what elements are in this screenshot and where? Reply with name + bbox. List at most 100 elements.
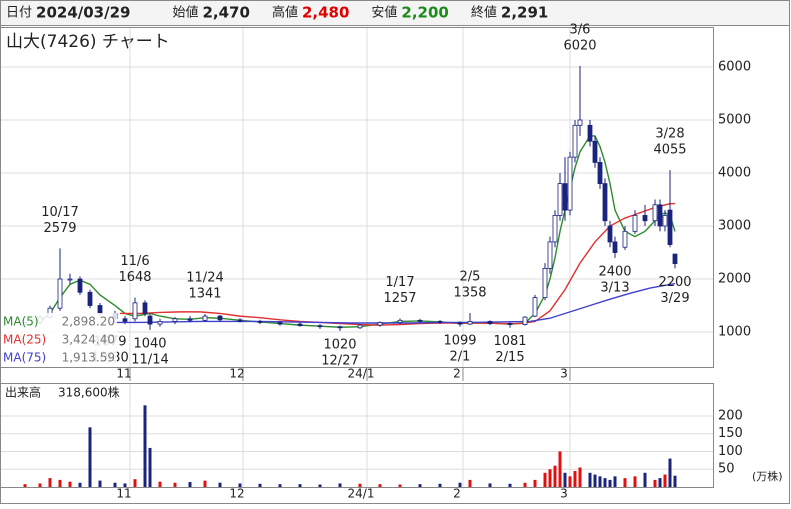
candle-body: [257, 321, 263, 323]
annotation-price: 6020: [563, 38, 596, 53]
volume-bar: [38, 483, 42, 487]
candle-body: [357, 324, 363, 329]
annotation-date: 2/15: [495, 350, 524, 365]
candle-body: [297, 323, 303, 327]
volume-bar: [653, 479, 657, 487]
x-tick-label: 12: [229, 487, 244, 501]
annotation-price: 1648: [118, 270, 151, 285]
annotation-price: 1358: [453, 286, 486, 301]
volume-bar: [218, 482, 222, 487]
volume-bar: [558, 451, 562, 487]
annotation-price: 1020: [323, 337, 356, 352]
volume-bar: [378, 484, 382, 487]
annotation-price: 1341: [188, 286, 221, 301]
volume-bar: [603, 478, 607, 487]
candle-body: [577, 119, 583, 126]
x-tick-label: 2: [453, 367, 461, 381]
candle-body: [667, 209, 673, 245]
volume-bar: [418, 484, 422, 487]
candle-body: [547, 241, 553, 269]
field-label: 高値: [272, 5, 298, 21]
volume-bar: [68, 481, 72, 487]
annotation-price: 1081: [493, 334, 526, 349]
volume-total: 318,600株: [58, 385, 120, 400]
candle-body: [562, 183, 568, 211]
volume-bar: [668, 458, 672, 487]
volume-bar: [238, 483, 242, 487]
volume-bar: [143, 405, 147, 487]
candle-body: [652, 204, 658, 222]
y-tick-label: 100: [718, 444, 743, 459]
legend-value: 2,898.20: [62, 315, 115, 329]
candle-body: [522, 316, 528, 325]
legend-value: 3,424.40: [62, 333, 115, 347]
candle-body: [277, 322, 283, 325]
volume-bar: [338, 483, 342, 487]
annotation-date: 2/5: [460, 270, 481, 285]
header: 日付 2024/03/29 始値 2,470 高値 2,480 安値 2,200 終値 2,291: [6, 4, 548, 22]
annotation-date: 11/6: [120, 254, 149, 269]
y-tick-label: 200: [718, 408, 743, 423]
annotation-price: 1040: [133, 336, 166, 351]
candle-body: [187, 318, 193, 321]
volume-bar: [298, 484, 302, 487]
volume-bar: [658, 478, 662, 487]
legend-value: 1,913.59: [62, 351, 115, 365]
candle-body: [172, 318, 178, 322]
volume-bar: [488, 483, 492, 487]
volume-unit: (万株): [752, 469, 783, 483]
candle-body: [507, 323, 513, 325]
y-tick-label: 2000: [718, 272, 751, 287]
volume-bar: [548, 469, 552, 487]
volume-bar: [318, 484, 322, 487]
candle-body: [67, 278, 73, 281]
candle-body: [122, 318, 128, 322]
volume-bar: [468, 479, 472, 487]
annotation-price: 2200: [658, 275, 691, 290]
candle-body: [457, 322, 463, 325]
volume-bar: [23, 484, 27, 487]
price-panel: [0, 27, 714, 368]
candle-body: [417, 319, 423, 322]
annotation-date: 2/1: [450, 349, 471, 364]
volume-bar: [48, 478, 52, 487]
field-label: 終値: [471, 5, 497, 21]
candle-body: [317, 325, 323, 328]
candle-body: [632, 215, 638, 232]
candle-body: [642, 215, 648, 222]
candle-body: [592, 140, 598, 163]
volume-title: 出来高: [5, 385, 41, 400]
volume-bar: [458, 482, 462, 487]
volume-bar: [123, 483, 127, 487]
volume-bar: [188, 482, 192, 487]
y-tick-label: 5000: [718, 113, 751, 128]
x-tick-label: 3: [560, 487, 568, 501]
volume-panel: [0, 383, 714, 488]
volume-bar: [673, 475, 677, 487]
annotation-price: 2579: [43, 221, 76, 236]
candle-body: [607, 225, 613, 243]
field-label: 安値: [371, 5, 397, 21]
volume-bar: [608, 479, 612, 487]
y-tick-label: 6000: [718, 60, 751, 75]
annotation-date: 11/14: [131, 352, 168, 367]
volume-bar: [588, 472, 592, 487]
y-tick-label: 50: [718, 462, 735, 477]
candle-body: [397, 319, 403, 323]
candle-body: [672, 253, 678, 264]
field-value: 2,470: [202, 4, 249, 22]
volume-bar: [568, 476, 572, 487]
candle-body: [337, 326, 343, 329]
volume-bar: [203, 480, 207, 487]
candle-body: [237, 319, 243, 322]
annotation-price: 2400: [598, 264, 631, 279]
field-value: 2024/03/29: [36, 4, 130, 22]
volume-bar: [573, 471, 577, 487]
candle-body: [552, 215, 558, 243]
volume-bar: [533, 479, 537, 487]
volume-bar: [148, 447, 152, 487]
candle-body: [572, 124, 578, 158]
candle-body: [587, 124, 593, 142]
annotation-price: 1257: [383, 291, 416, 306]
